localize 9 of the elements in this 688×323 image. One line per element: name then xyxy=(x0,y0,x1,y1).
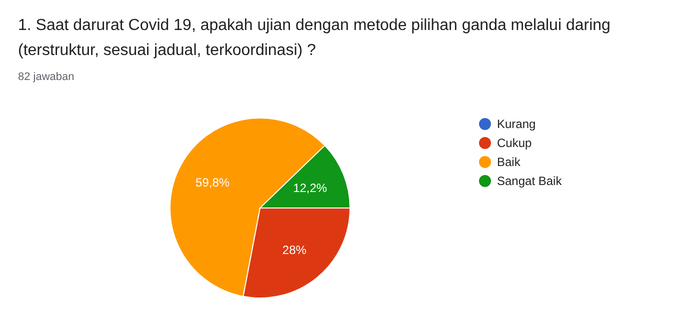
legend-label: Sangat Baik xyxy=(497,174,563,188)
data-label: 12,2% xyxy=(293,181,328,196)
data-label: 28% xyxy=(282,242,307,257)
data-label: 59,8% xyxy=(196,175,230,190)
legend-label: Kurang xyxy=(497,117,536,132)
text: 82 jawaban xyxy=(18,71,74,83)
legend-label: Cukup xyxy=(497,136,532,150)
legend-label: Baik xyxy=(497,155,522,170)
chart-title: 1. Saat darurat Covid 19, apakah ujian dengan metode pilihan ganda melalui daring (terstruktur, sesuai jadual, terkoordinasi) ? xyxy=(18,17,610,59)
